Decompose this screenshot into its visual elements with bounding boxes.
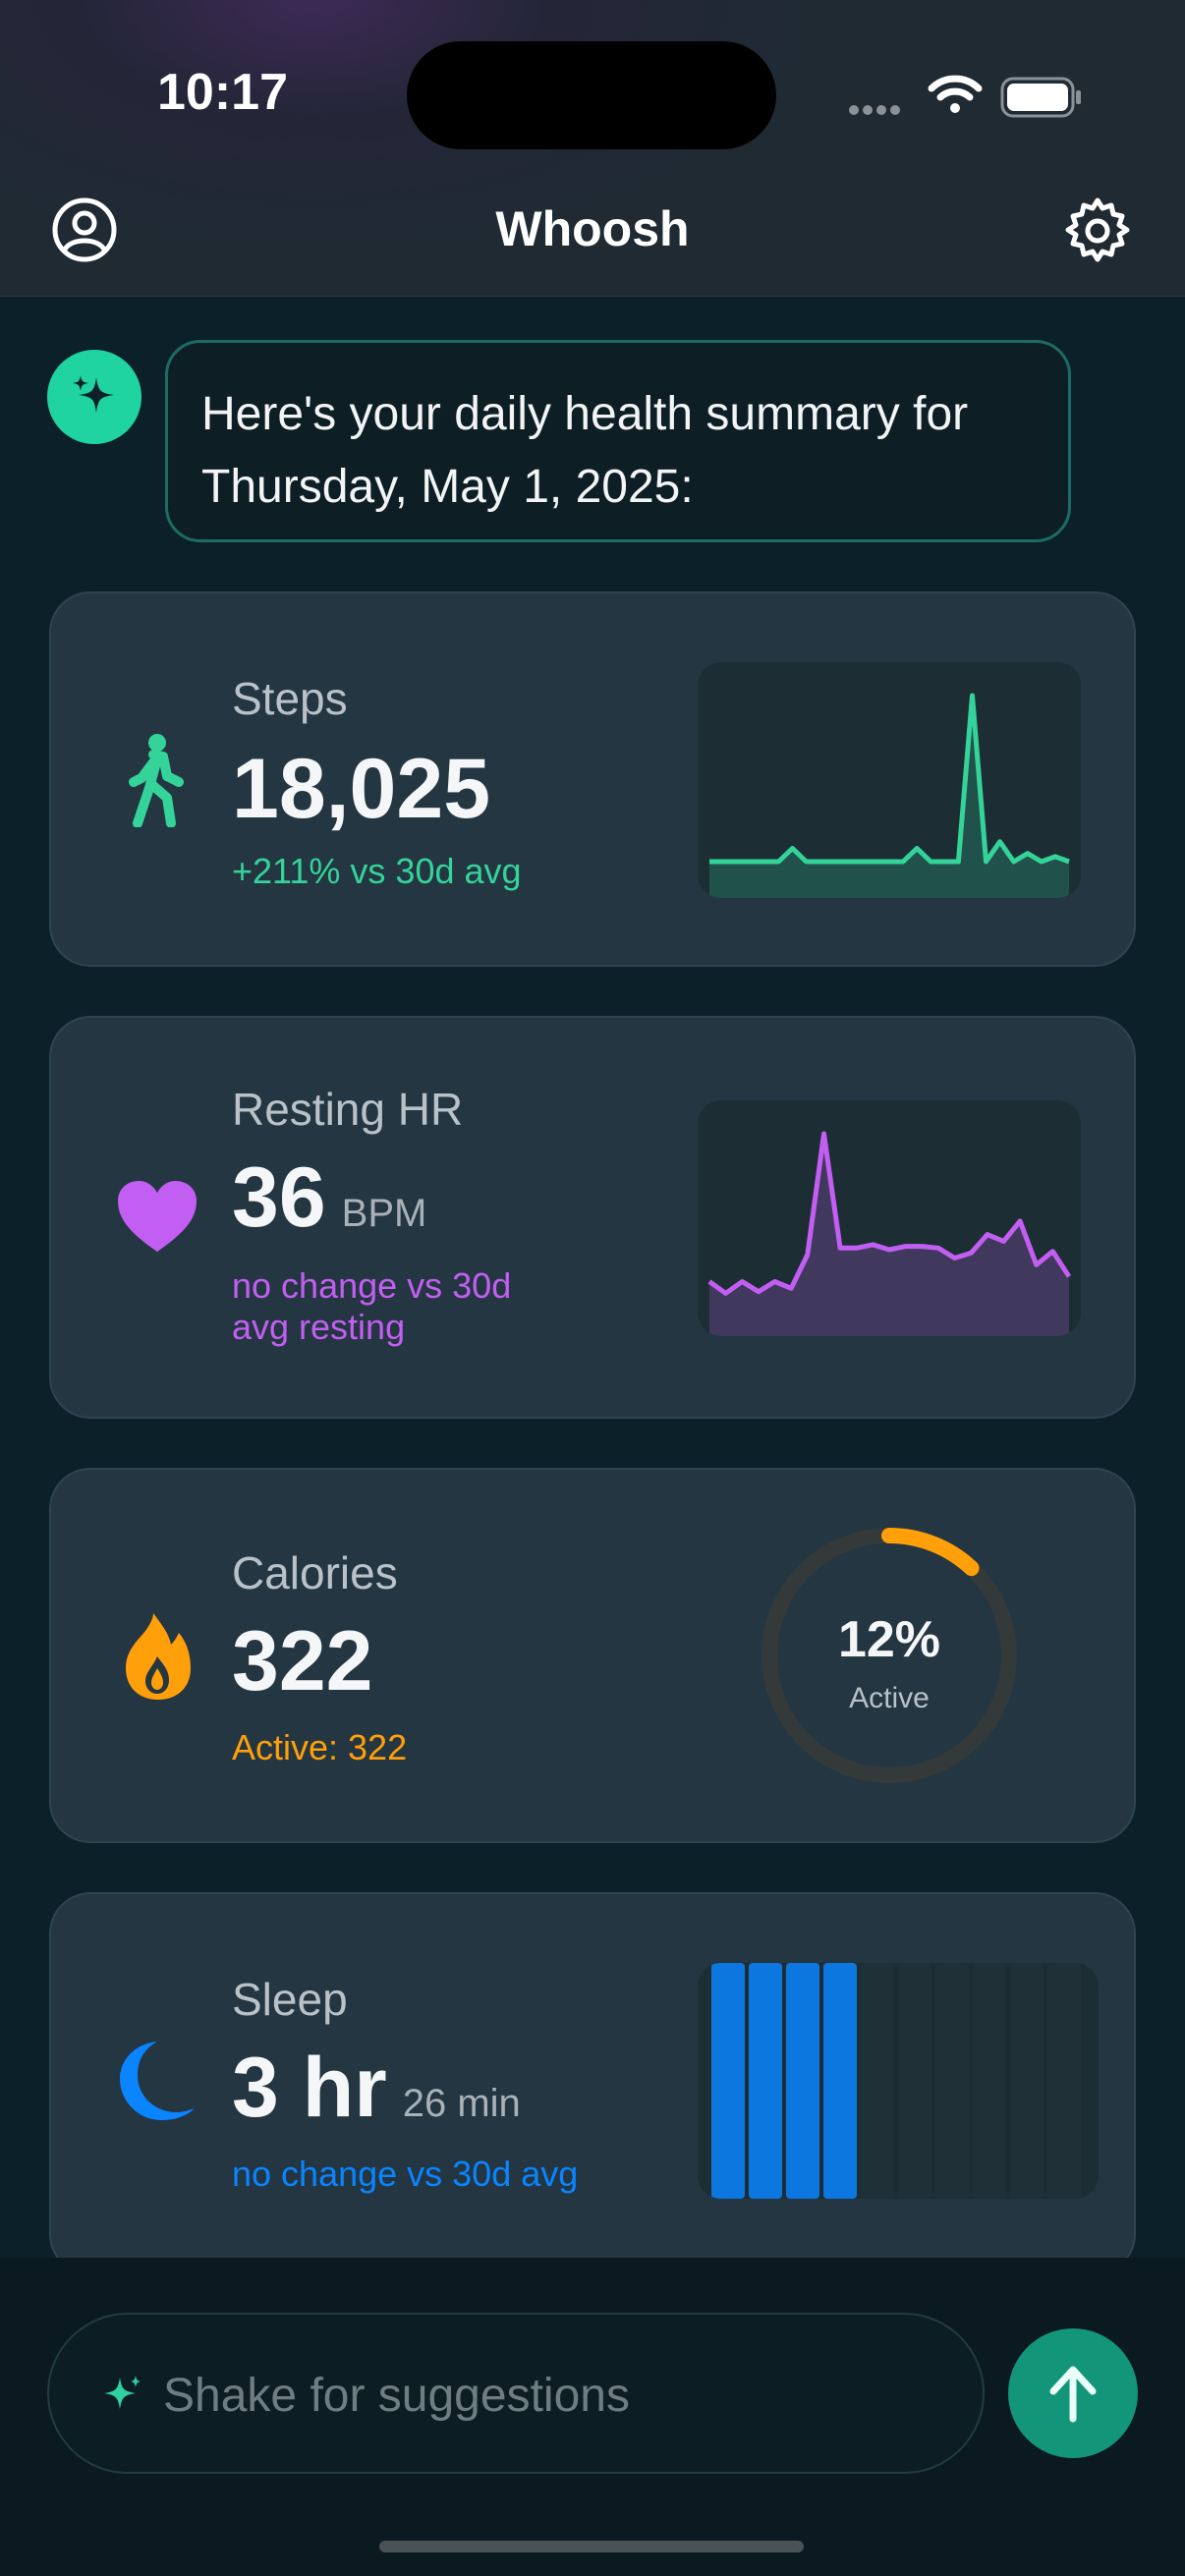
calories-active: Active: 322 [232,1727,408,1767]
steps-trend-chart [698,662,1081,898]
resting-hr-number: 36 [232,1150,326,1245]
steps-comparison: +211% vs 30d avg [232,851,522,891]
status-time: 10:17 [157,64,288,121]
sleep-label: Sleep [232,1974,348,2025]
sleep-bar-empty [1047,1963,1081,2199]
resting-hr-trend-line [707,1131,1072,1296]
send-button[interactable] [1008,2328,1138,2458]
calories-ring-progress [762,1528,1017,1783]
steps-trend-line [709,693,1070,865]
message-input-container[interactable] [47,2313,985,2474]
wifi-icon [928,75,983,113]
top-bar: 10:17 Whoosh [0,0,1185,297]
resting-hr-card[interactable]: Resting HR 36 BPM no change vs 30d avg re… [49,1016,1136,1419]
sleep-value: 3 hr 26 min [232,2040,521,2137]
assistant-avatar [47,350,141,444]
resting-hr-trend-area [709,1134,1069,1336]
resting-hr-label: Resting HR [232,1084,464,1135]
resting-hr-trend-line [707,1131,1072,1336]
calories-active-ring: 12% Active [762,1528,1017,1783]
sleep-bars [711,1963,1081,2199]
resting-hr-comparison: no change vs 30d avg resting [232,1265,512,1347]
sleep-bar-empty [935,1963,969,2199]
sleep-bar-empty [898,1963,931,2199]
sparkle-icon [104,2376,141,2409]
steps-trend-area [709,696,1069,898]
sleep-chart [698,1963,1099,2199]
resting-hr-unit: BPM [341,1192,427,1235]
calories-ring-percent: 12% [838,1611,940,1668]
sleep-bar-filled [786,1963,819,2199]
sleep-bar-filled [823,1963,857,2199]
sleep-minutes: 26 min [402,2082,521,2125]
sleep-card[interactable]: Sleep 3 hr 26 min no change vs 30d avg [49,1892,1136,2275]
dynamic-island [407,41,776,149]
sleep-bar-empty [1010,1963,1044,2199]
assistant-message-bubble: Here's your daily health summary for Thu… [165,340,1071,542]
steps-card[interactable]: Steps 18,025 +211% vs 30d avg [49,591,1136,967]
steps-trend-line [709,693,1070,898]
sleep-bar-empty [973,1963,1006,2199]
resting-hr-value: 36 BPM [232,1149,426,1247]
calories-ring-caption: Active [849,1682,930,1714]
steps-value: 18,025 [232,742,491,836]
resting-hr-trend-chart [698,1100,1081,1336]
person-circle-icon[interactable] [51,196,118,263]
calories-card[interactable]: Calories 322 Active: 322 12% Active [49,1468,1136,1843]
message-input[interactable] [163,2354,949,2436]
sleep-hours: 3 hr [232,2041,387,2135]
heart-icon [118,1181,197,1252]
calories-value: 322 [232,1614,373,1708]
calories-label: Calories [232,1547,398,1598]
home-indicator [379,2541,804,2552]
steps-label: Steps [232,673,348,724]
sleep-bar-filled [749,1963,782,2199]
sleep-bar-empty [861,1963,894,2199]
flame-icon [126,1613,191,1700]
app-title: Whoosh [495,201,690,256]
moon-icon [120,2042,195,2120]
cellular-signal-icon [849,102,904,120]
sleep-comparison: no change vs 30d avg [232,2154,579,2194]
battery-icon [1000,77,1081,118]
gear-icon[interactable] [1063,196,1132,265]
sleep-bar-filled [711,1963,745,2199]
arrow-up-icon [1049,2366,1097,2423]
sparkles-icon [73,375,114,413]
walking-figure-icon [129,734,184,827]
